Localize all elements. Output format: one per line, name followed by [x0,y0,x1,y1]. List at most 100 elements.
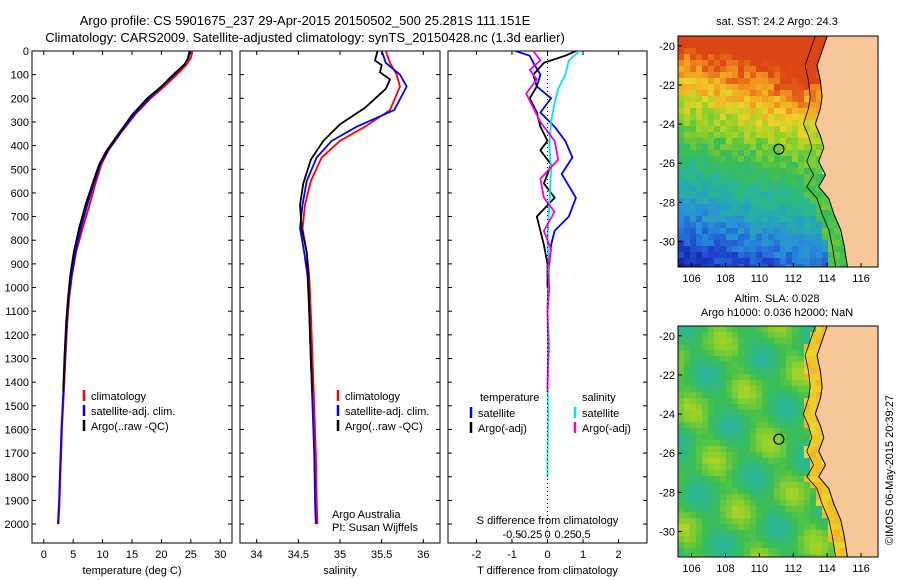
sst-map-cell [816,222,823,229]
sst-map-cell [732,258,739,265]
difference-xtick-label: 2 [616,549,622,561]
sla-map-cell [708,380,715,387]
sla-map-cell [810,524,817,531]
sst-map-cell [744,120,751,127]
sla-map-cell [702,440,709,447]
sla-map-cell [810,548,817,555]
sla-map-cell [810,398,817,405]
sst-map-cell [708,234,715,241]
sst-map-cell [726,246,733,253]
sst-map-cell [732,102,739,109]
sla-map-cell [744,518,751,525]
sst-map-cell [798,114,805,121]
sst-map-cell [744,42,751,49]
sla-map-cell [774,506,781,513]
sla-map-cell [798,482,805,489]
sst-map-cell [798,96,805,103]
sst-map-cell [738,186,745,193]
sla-map-cell [816,332,823,339]
sla-map-cell [720,440,727,447]
sst-map-cell [768,246,775,253]
sla-map-cell [804,380,811,387]
sla-map-cell [786,482,793,489]
sst-map-cell [762,84,769,91]
sst-map-cell [738,234,745,241]
sst-map-cell [816,144,823,151]
sla-map-cell [750,524,757,531]
sla-map-cell [750,470,757,477]
sla-map-cell [756,392,763,399]
sla-map-cell [726,326,733,333]
sla-map-cell [798,458,805,465]
sst-map-cell [708,66,715,73]
sst-map-cell [696,234,703,241]
sla-map-cell [696,350,703,357]
sla-map-cell [780,476,787,483]
sst-map-cell [774,102,781,109]
sst-map-cell [768,120,775,127]
sst-map-cell [678,228,685,235]
sla-map-cell [762,548,769,555]
sst-map-cell [810,162,817,169]
sla-map-cell [780,338,787,345]
sla-map-cell [732,332,739,339]
sst-map-cell [678,216,685,223]
sst-map-cell [684,48,691,55]
sla-map-cell [774,344,781,351]
difference-xtick-label: -2 [472,549,482,561]
sst-map-cell [798,168,805,175]
sst-map-cell [780,192,787,199]
depth-tick-label: 1900 [5,495,29,507]
sla-map-cell [780,536,787,543]
temperature-legend-label: satellite-adj. clim. [91,406,175,418]
sla-map-cell [696,440,703,447]
sla-map-cell [684,506,691,513]
sla-map-cell [780,374,787,381]
sla-map-title-line1: Altim. SLA: 0.028 [735,293,820,305]
sst-map-cell [726,222,733,229]
sst-map-cell [816,78,823,85]
sst-map-cell [774,162,781,169]
sst-map-cell [696,54,703,61]
sla-map-cell [684,434,691,441]
sst-map-cell [798,138,805,145]
sst-map-cell [768,252,775,259]
sla-map-cell [744,440,751,447]
sla-map-cell [744,332,751,339]
sla-map-cell [804,392,811,399]
sla-map-cell [708,524,715,531]
sst-map-cell [726,234,733,241]
sla-map-cell [816,452,823,459]
sst-map-cell [684,132,691,139]
sla-map-cell [750,482,757,489]
sst-map-cell [750,222,757,229]
sla-map-cell [738,452,745,459]
sst-map-cell [762,48,769,55]
sst-map-cell [708,204,715,211]
sla-map-cell [750,458,757,465]
sla-map-cell [720,368,727,375]
sla-map-cell [804,494,811,501]
sla-map-cell [750,446,757,453]
sst-map-cell [684,114,691,121]
sla-map-cell [792,494,799,501]
sla-map-cell [774,374,781,381]
sst-map-cell [720,144,727,151]
sst-map-cell [702,192,709,199]
sst-map-cell [744,150,751,157]
sst-map-cell [708,240,715,247]
sst-map-cell [696,264,703,267]
sst-map-cell [720,78,727,85]
sst-map-cell [684,252,691,259]
sla-map-cell [774,542,781,549]
sla-map-cell [684,464,691,471]
sla-map-cell [762,416,769,423]
sst-map-cell [756,150,763,157]
sst-map-cell [714,72,721,79]
sst-map-cell [690,96,697,103]
sla-map-cell [726,458,733,465]
sla-map-cell [828,524,835,531]
sla-map-cell [822,542,829,549]
sla-map-cell [690,554,697,557]
sla-map-cell [798,536,805,543]
